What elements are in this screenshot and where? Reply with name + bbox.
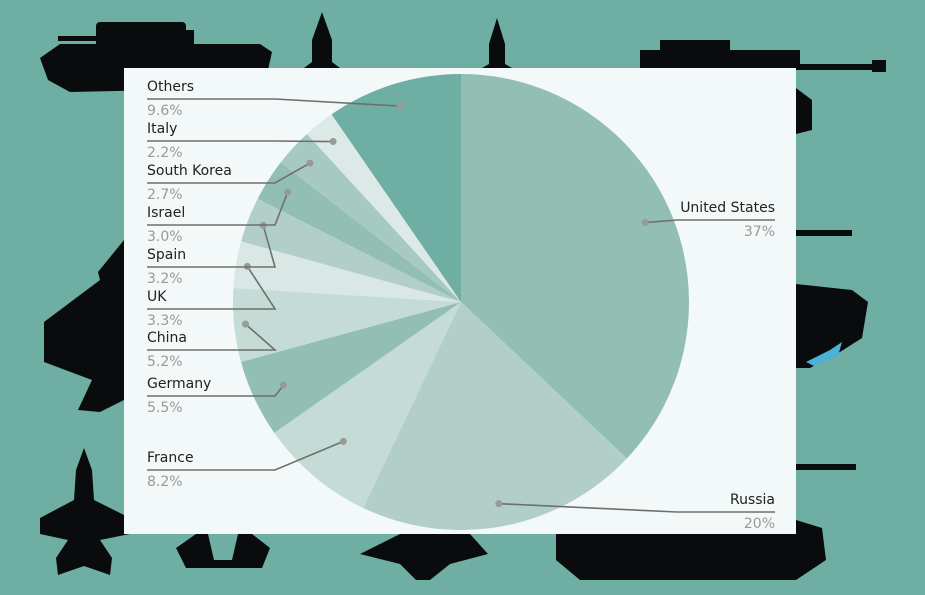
- slice-label-others: Others: [147, 79, 194, 95]
- slice-value-united-states: 37%: [744, 224, 775, 240]
- pie-slice-united-states: [461, 74, 689, 459]
- leader-dot-united-states: [641, 219, 649, 227]
- leader-line-spain: [147, 225, 277, 268]
- slice-labels: United States 37% Russia 20% France 8.2% Germa…: [147, 79, 775, 532]
- slice-value-israel: 3.0%: [147, 229, 183, 245]
- leader-line-russia: [498, 502, 775, 513]
- slice-label-united-states: United States: [680, 200, 775, 216]
- leader-dot-others: [396, 102, 404, 110]
- leader-dot-germany: [279, 381, 287, 389]
- pie-slices: [233, 74, 689, 530]
- leader-line-china: [147, 323, 278, 351]
- slice-label-germany: Germany: [147, 376, 211, 392]
- leader-line-uk: [147, 265, 277, 310]
- slice-value-france: 8.2%: [147, 474, 183, 490]
- pie-slice-france: [274, 302, 461, 508]
- leader-dot-france: [339, 437, 347, 445]
- missile-icon: [304, 12, 340, 68]
- slice-value-germany: 5.5%: [147, 400, 183, 416]
- slice-label-russia: Russia: [730, 492, 775, 508]
- slice-label-china: China: [147, 330, 187, 346]
- pie-slice-italy: [306, 114, 461, 302]
- slice-value-spain: 3.2%: [147, 271, 183, 287]
- slice-label-spain: Spain: [147, 247, 186, 263]
- leader-dot-china: [242, 320, 250, 328]
- leader-line-israel: [147, 191, 289, 226]
- missile-icon: [482, 18, 512, 68]
- fighter-jet-icon: [44, 230, 124, 412]
- slice-label-israel: Israel: [147, 205, 185, 221]
- slice-value-south-korea: 2.7%: [147, 187, 183, 203]
- silhouettes: [40, 12, 886, 580]
- leader-line-south-korea: [147, 162, 311, 184]
- pie-chart: United States 37% Russia 20% France 8.2% Germa…: [147, 74, 775, 532]
- slice-value-italy: 2.2%: [147, 145, 183, 161]
- pie-slice-spain: [241, 198, 461, 302]
- leader-line-others: [147, 98, 401, 107]
- pie-slice-israel: [257, 162, 461, 302]
- pie-slice-uk: [233, 241, 461, 302]
- slice-value-uk: 3.3%: [147, 313, 183, 329]
- slice-label-south-korea: South Korea: [147, 163, 232, 179]
- leader-dot-south-korea: [306, 159, 314, 167]
- leader-lines: [147, 98, 775, 513]
- pie-slice-russia: [363, 302, 627, 530]
- leader-dot-russia: [495, 500, 503, 508]
- leader-line-france: [147, 440, 344, 471]
- slice-label-france: France: [147, 450, 194, 466]
- leader-line-united-states: [645, 219, 775, 224]
- fighter-jet-icon: [40, 448, 130, 575]
- tank-icon: [556, 520, 826, 580]
- leader-line-germany: [147, 384, 285, 397]
- fighter-jet-icon: [360, 534, 488, 580]
- leader-dot-israel: [284, 188, 292, 196]
- fighter-jet-icon: [176, 534, 270, 568]
- slice-label-italy: Italy: [147, 121, 177, 137]
- slice-value-russia: 20%: [744, 516, 775, 532]
- slice-label-uk: UK: [147, 289, 167, 305]
- leader-line-italy: [147, 140, 334, 143]
- pie-slice-china: [233, 288, 461, 362]
- tank-icon: [640, 40, 886, 134]
- pie-slice-others: [331, 74, 461, 302]
- ship-icon: [796, 284, 868, 368]
- pie-slice-germany: [241, 302, 461, 433]
- slice-value-others: 9.6%: [147, 103, 183, 119]
- pie-slice-south-korea: [280, 133, 461, 302]
- leader-dot-italy: [329, 138, 337, 146]
- slice-value-china: 5.2%: [147, 354, 183, 370]
- chart-panel: United States 37% Russia 20% France 8.2% Germa…: [124, 68, 796, 534]
